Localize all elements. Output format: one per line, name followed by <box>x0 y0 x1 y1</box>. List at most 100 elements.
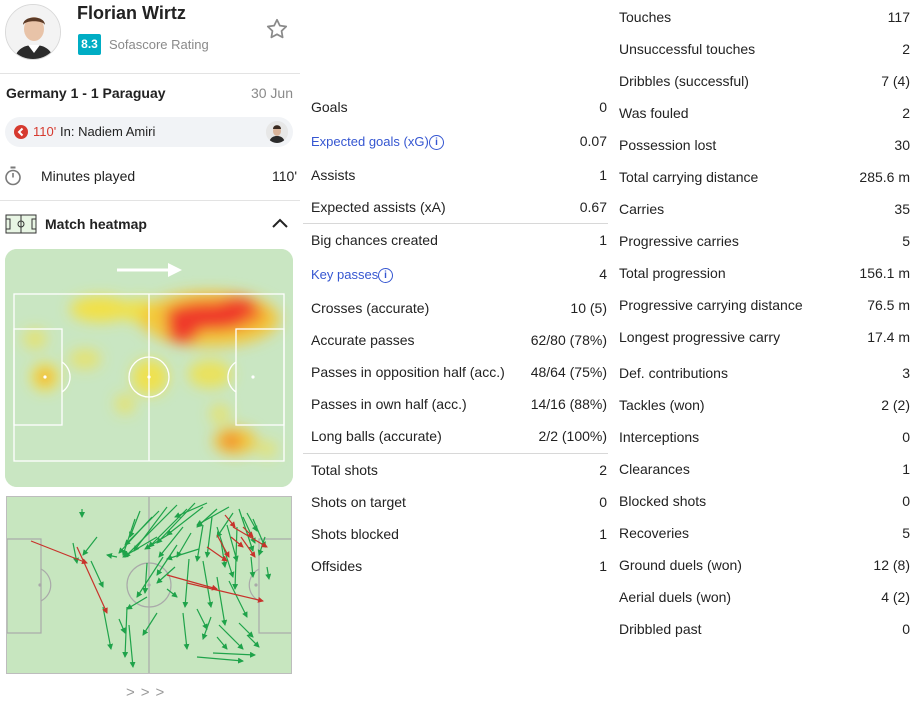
stat-value: 0 <box>599 99 607 115</box>
stat-row-big-chances-created: Big chances created 1 <box>303 228 608 252</box>
star-icon[interactable] <box>264 16 290 42</box>
pass-arrow-successful <box>204 516 213 558</box>
heatmap-title: Match heatmap <box>45 216 147 232</box>
stat-label: Longest progressive carry <box>619 329 781 345</box>
stat-value: 4 <box>599 266 607 282</box>
pass-arrow-unsuccessful <box>240 536 256 558</box>
pass-arrow-successful <box>156 544 178 576</box>
pass-arrow-successful <box>133 506 168 552</box>
stat-row-assists: Assists 1 <box>303 163 608 187</box>
stat-label[interactable]: Key passes <box>311 267 379 282</box>
pass-arrow-successful <box>196 506 230 526</box>
pass-arrow-successful <box>122 536 158 558</box>
stat-row-expected-assists-xa: Expected assists (xA) 0.67 <box>303 195 608 219</box>
stat-label: Blocked shots <box>619 493 707 509</box>
pass-arrow-unsuccessful <box>230 536 244 548</box>
stat-label: Progressive carrying distance <box>619 297 803 313</box>
pass-map <box>6 496 292 674</box>
stat-row-blocked-shots: Blocked shots 0 <box>611 489 911 513</box>
info-icon[interactable]: i <box>429 135 444 150</box>
pass-arrow-unsuccessful <box>224 514 236 528</box>
pass-arrow-successful <box>142 562 149 594</box>
pass-arrow-successful <box>196 608 208 630</box>
stat-row-carries: Carries 35 <box>611 197 911 221</box>
pass-arrow-successful <box>118 618 126 634</box>
sub-player-avatar[interactable] <box>266 121 288 143</box>
pass-arrow-unsuccessful <box>166 574 218 591</box>
stat-row-aerial-duels-won: Aerial duels (won) 4 (2) <box>611 585 911 609</box>
pass-arrow-successful <box>156 502 196 544</box>
stat-value: 7 (4) <box>881 73 910 89</box>
stat-value: 30 <box>894 137 910 153</box>
stat-label: Offsides <box>311 558 363 574</box>
match-teams[interactable]: Germany 1 - 1 Paraguay <box>6 85 166 101</box>
stat-row-accurate-passes: Accurate passes 62/80 (78%) <box>303 328 608 352</box>
stat-label: Crosses (accurate) <box>311 300 430 316</box>
stat-label: Unsuccessful touches <box>619 41 756 57</box>
stat-value: 10 (5) <box>570 300 607 316</box>
sub-minute: 110' <box>33 124 57 139</box>
stat-row-recoveries: Recoveries 5 <box>611 521 911 545</box>
stat-value: 1 <box>599 232 607 248</box>
pitch-icon <box>5 214 37 234</box>
attack-direction-arrow-icon <box>117 263 182 277</box>
stats-column-middle: Goals 0 Expected goals (xG) i 0.07 Assists 1 Ex… <box>303 0 608 705</box>
pass-arrow-successful <box>174 502 208 518</box>
stat-row-ground-duels-won: Ground duels (won) 12 (8) <box>611 553 911 577</box>
stat-label: Accurate passes <box>311 332 415 348</box>
pass-arrow-unsuccessful <box>30 540 88 564</box>
pass-arrow-successful <box>82 536 98 556</box>
stat-value: 156.1 m <box>859 265 910 281</box>
stat-row-total-progression: Total progression 156.1 m <box>611 261 911 285</box>
minutes-value: 110' <box>272 168 297 184</box>
stat-row-total-shots: Total shots 2 <box>303 458 608 482</box>
sub-text: In: Nadiem Amiri <box>60 124 156 139</box>
match-date: 30 Jun <box>250 85 293 101</box>
stat-label: Long balls (accurate) <box>311 428 442 444</box>
chevron-up-icon[interactable] <box>271 216 289 230</box>
stat-row-shots-blocked: Shots blocked 1 <box>303 522 608 546</box>
pass-map-next-button[interactable]: >>> <box>126 684 171 701</box>
stat-value: 117 <box>887 9 910 25</box>
stat-row-progressive-carries: Progressive carries 5 <box>611 229 911 253</box>
stat-row-offsides: Offsides 1 <box>303 554 608 578</box>
pass-arrow-successful <box>216 512 234 538</box>
pass-arrow-successful <box>128 510 141 538</box>
stat-value: 1 <box>599 167 607 183</box>
pass-arrow-successful <box>90 560 104 588</box>
stat-label: Big chances created <box>311 232 438 248</box>
stat-value: 0 <box>902 621 910 637</box>
pass-arrow-successful <box>202 560 214 608</box>
stat-label: Total shots <box>311 462 378 478</box>
player-avatar[interactable] <box>5 4 61 60</box>
stat-row-expected-goals-xg: Expected goals (xG) i 0.07 <box>303 129 608 153</box>
stat-value: 2/2 (100%) <box>538 428 607 444</box>
pass-arrow-successful <box>249 556 256 578</box>
rating-label: Sofascore Rating <box>109 37 209 52</box>
stat-row-interceptions: Interceptions 0 <box>611 425 911 449</box>
pass-arrow-successful <box>218 624 244 650</box>
stopwatch-icon <box>4 166 22 186</box>
stat-row-crosses-accurate: Crosses (accurate) 10 (5) <box>303 296 608 320</box>
stat-value: 0 <box>902 493 910 509</box>
stat-value: 17.4 m <box>867 329 910 345</box>
stat-value: 0 <box>599 494 607 510</box>
pass-arrow-successful <box>102 606 114 650</box>
pass-arrow-successful <box>216 576 228 626</box>
stat-value: 4 (2) <box>881 589 910 605</box>
substitution-box: 110' In: Nadiem Amiri <box>5 117 293 147</box>
stat-row-unsuccessful-touches: Unsuccessful touches 2 <box>611 37 911 61</box>
pass-arrow-successful <box>166 506 204 536</box>
pass-arrow-successful <box>182 612 190 650</box>
stat-label: Ground duels (won) <box>619 557 742 573</box>
pass-arrow-successful <box>216 636 228 650</box>
stat-value: 0 <box>902 429 910 445</box>
stat-row-dribbled-past: Dribbled past 0 <box>611 617 911 641</box>
stat-label: Clearances <box>619 461 690 477</box>
info-icon[interactable]: i <box>378 268 393 283</box>
stat-label: Touches <box>619 9 672 25</box>
pass-arrow-successful <box>106 553 118 559</box>
stat-label[interactable]: Expected goals (xG) <box>311 134 429 149</box>
stat-label: Def. contributions <box>619 365 728 381</box>
pass-arrow-unsuccessful <box>206 546 228 562</box>
